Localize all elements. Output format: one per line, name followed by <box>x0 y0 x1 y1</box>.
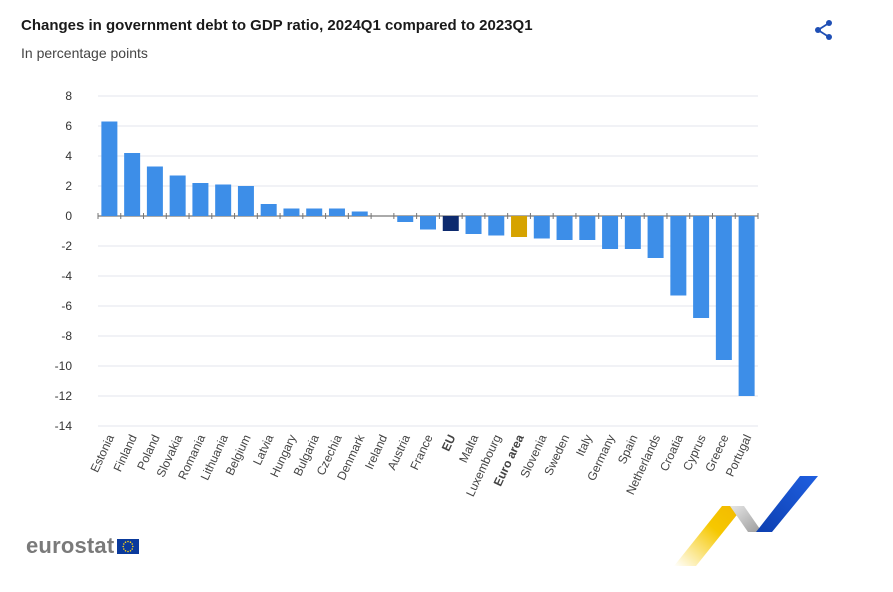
bar-france <box>420 216 436 230</box>
bar-lithuania <box>215 184 232 216</box>
bar-bulgaria <box>306 208 323 216</box>
y-tick-label: 8 <box>65 89 72 103</box>
y-tick-label: 4 <box>65 149 72 163</box>
logo-text: eurostat <box>26 533 115 558</box>
bar-portugal <box>738 216 755 396</box>
x-category-label: EU <box>439 432 459 453</box>
y-tick-label: -14 <box>55 419 73 433</box>
eu-flag-icon <box>117 538 140 554</box>
y-tick-label: -12 <box>55 389 73 403</box>
bar-slovenia <box>533 216 550 239</box>
bar-greece <box>715 216 732 360</box>
bar-austria <box>397 216 414 222</box>
bar-italy <box>579 216 596 240</box>
y-tick-label: -10 <box>55 359 73 373</box>
y-tick-label: 2 <box>65 179 72 193</box>
bar-czechia <box>328 208 345 216</box>
decorative-ribbon <box>674 476 818 566</box>
y-tick-label: 0 <box>65 209 72 223</box>
bar-spain <box>624 216 641 249</box>
bar-latvia <box>260 204 277 216</box>
y-tick-label: -6 <box>61 299 72 313</box>
bar-slovakia <box>169 175 186 216</box>
bar-poland <box>146 166 163 216</box>
eurostat-logo[interactable]: eurostat <box>26 533 140 559</box>
bar-malta <box>465 216 482 234</box>
y-tick-label: 6 <box>65 119 72 133</box>
bar-finland <box>124 153 141 216</box>
y-tick-label: -4 <box>61 269 72 283</box>
bar-sweden <box>556 216 573 240</box>
bar-germany <box>602 216 619 249</box>
bar-romania <box>192 183 209 216</box>
chart-subtitle: In percentage points <box>21 45 148 61</box>
bar-euro-area <box>511 216 528 237</box>
bar-netherlands <box>647 216 664 258</box>
chart-title: Changes in government debt to GDP ratio,… <box>21 17 533 34</box>
bar-belgium <box>237 186 254 216</box>
bar-luxembourg <box>488 216 505 236</box>
y-tick-label: -2 <box>61 239 72 253</box>
bar-estonia <box>101 121 118 216</box>
y-tick-label: -8 <box>61 329 72 343</box>
bar-denmark <box>351 211 368 216</box>
bar-hungary <box>283 208 300 216</box>
share-icon[interactable] <box>812 18 836 42</box>
bar-cyprus <box>693 216 710 318</box>
bar-croatia <box>670 216 687 296</box>
bar-eu <box>442 216 459 231</box>
x-category-label: Italy <box>573 432 595 458</box>
